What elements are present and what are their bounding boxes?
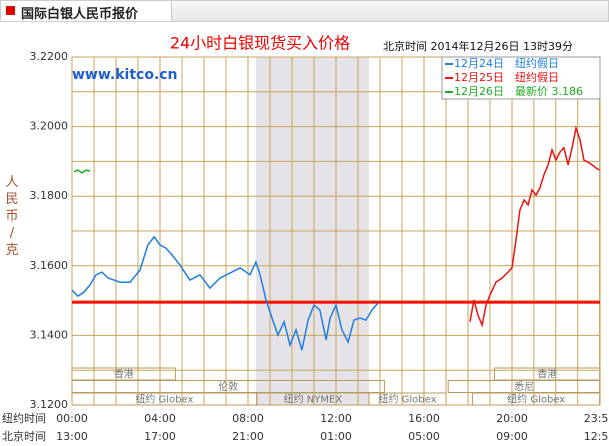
y-axis-label-char: 币 bbox=[5, 209, 18, 224]
legend-box bbox=[441, 56, 601, 100]
legend-label: 12月25日 bbox=[454, 71, 504, 84]
y-tick-label: 3.2200 bbox=[30, 50, 69, 63]
legend-label: 12月24日 bbox=[454, 57, 504, 70]
x2-row-label: 北京时间 bbox=[2, 429, 46, 443]
y-axis-label-char: 人 bbox=[5, 175, 18, 190]
x2-tick-label: 21:00 bbox=[232, 430, 264, 443]
y-axis-label-char: / bbox=[10, 226, 15, 241]
session-label: 伦敦 bbox=[218, 380, 238, 393]
header-tab bbox=[1, 1, 172, 21]
x-row-label: 纽约时间 bbox=[2, 411, 46, 425]
x2-tick-label: 09:00 bbox=[496, 430, 528, 443]
series-line bbox=[71, 235, 379, 351]
x-tick-label: 08:00 bbox=[232, 412, 264, 425]
session-label: 香港 bbox=[114, 369, 134, 381]
series-line bbox=[469, 125, 600, 328]
x-tick-label: 16:00 bbox=[408, 412, 440, 425]
header-icon bbox=[6, 6, 15, 15]
chart-subtitle: 北京时间 2014年12月26日 13时39分 bbox=[383, 39, 573, 53]
y-tick-label: 3.2000 bbox=[30, 120, 69, 133]
header-title: 国际白银人民币报价 bbox=[21, 7, 139, 22]
y-axis-label-char: 民 bbox=[5, 192, 18, 207]
session-box bbox=[471, 392, 601, 406]
legend-label: 12月26日 bbox=[454, 85, 504, 98]
session-label: 纽约 Globex bbox=[378, 393, 436, 406]
y-tick-label: 3.1600 bbox=[30, 259, 69, 272]
session-label: 悉尼 bbox=[514, 381, 534, 393]
legend-note: 纽约假日 bbox=[515, 70, 559, 84]
legend-note: 最新价 3.186 bbox=[515, 84, 583, 98]
y-axis-label: 人民币 / 克 bbox=[5, 175, 18, 258]
session-label: 香港 bbox=[537, 369, 557, 381]
x-tick-label: 04:00 bbox=[144, 412, 176, 425]
chart-title: 24小时白银现货买入价格 bbox=[170, 34, 350, 53]
y-tick-label: 3.1400 bbox=[30, 328, 69, 341]
x2-tick-label: 17:00 bbox=[144, 430, 176, 443]
y-tick-label: 3.1200 bbox=[30, 398, 69, 411]
x-tick-label: 20:00 bbox=[496, 412, 528, 425]
x-tick-label: 00:00 bbox=[56, 412, 88, 425]
session-box bbox=[368, 392, 447, 406]
watermark: www.kitco.cn bbox=[72, 67, 178, 83]
x2-tick-label: 13:00 bbox=[56, 430, 88, 443]
session-label: 纽约 NYMEX bbox=[284, 393, 343, 406]
series-line bbox=[73, 169, 91, 174]
x2-tick-label: 01:00 bbox=[320, 430, 352, 443]
y-axis-label-char: 克 bbox=[5, 243, 18, 258]
y-tick-label: 3.1800 bbox=[30, 189, 69, 202]
chart: 3.1200 3.1400 3.1600 3.1800 3.2000 3.2200 00:0… bbox=[0, 22, 609, 445]
session-label: 纽约 Globex bbox=[507, 393, 565, 406]
session-label: 纽约 Globex bbox=[135, 393, 193, 406]
header: 国际白银人民币报价 bbox=[0, 0, 609, 22]
x-tick-label: 12:00 bbox=[320, 412, 352, 425]
x2-tick-label: 12:59 bbox=[584, 430, 609, 443]
x2-tick-label: 05:00 bbox=[408, 430, 440, 443]
legend-note: 纽约假日 bbox=[515, 56, 559, 70]
x-tick-label: 23:59 bbox=[584, 412, 609, 425]
